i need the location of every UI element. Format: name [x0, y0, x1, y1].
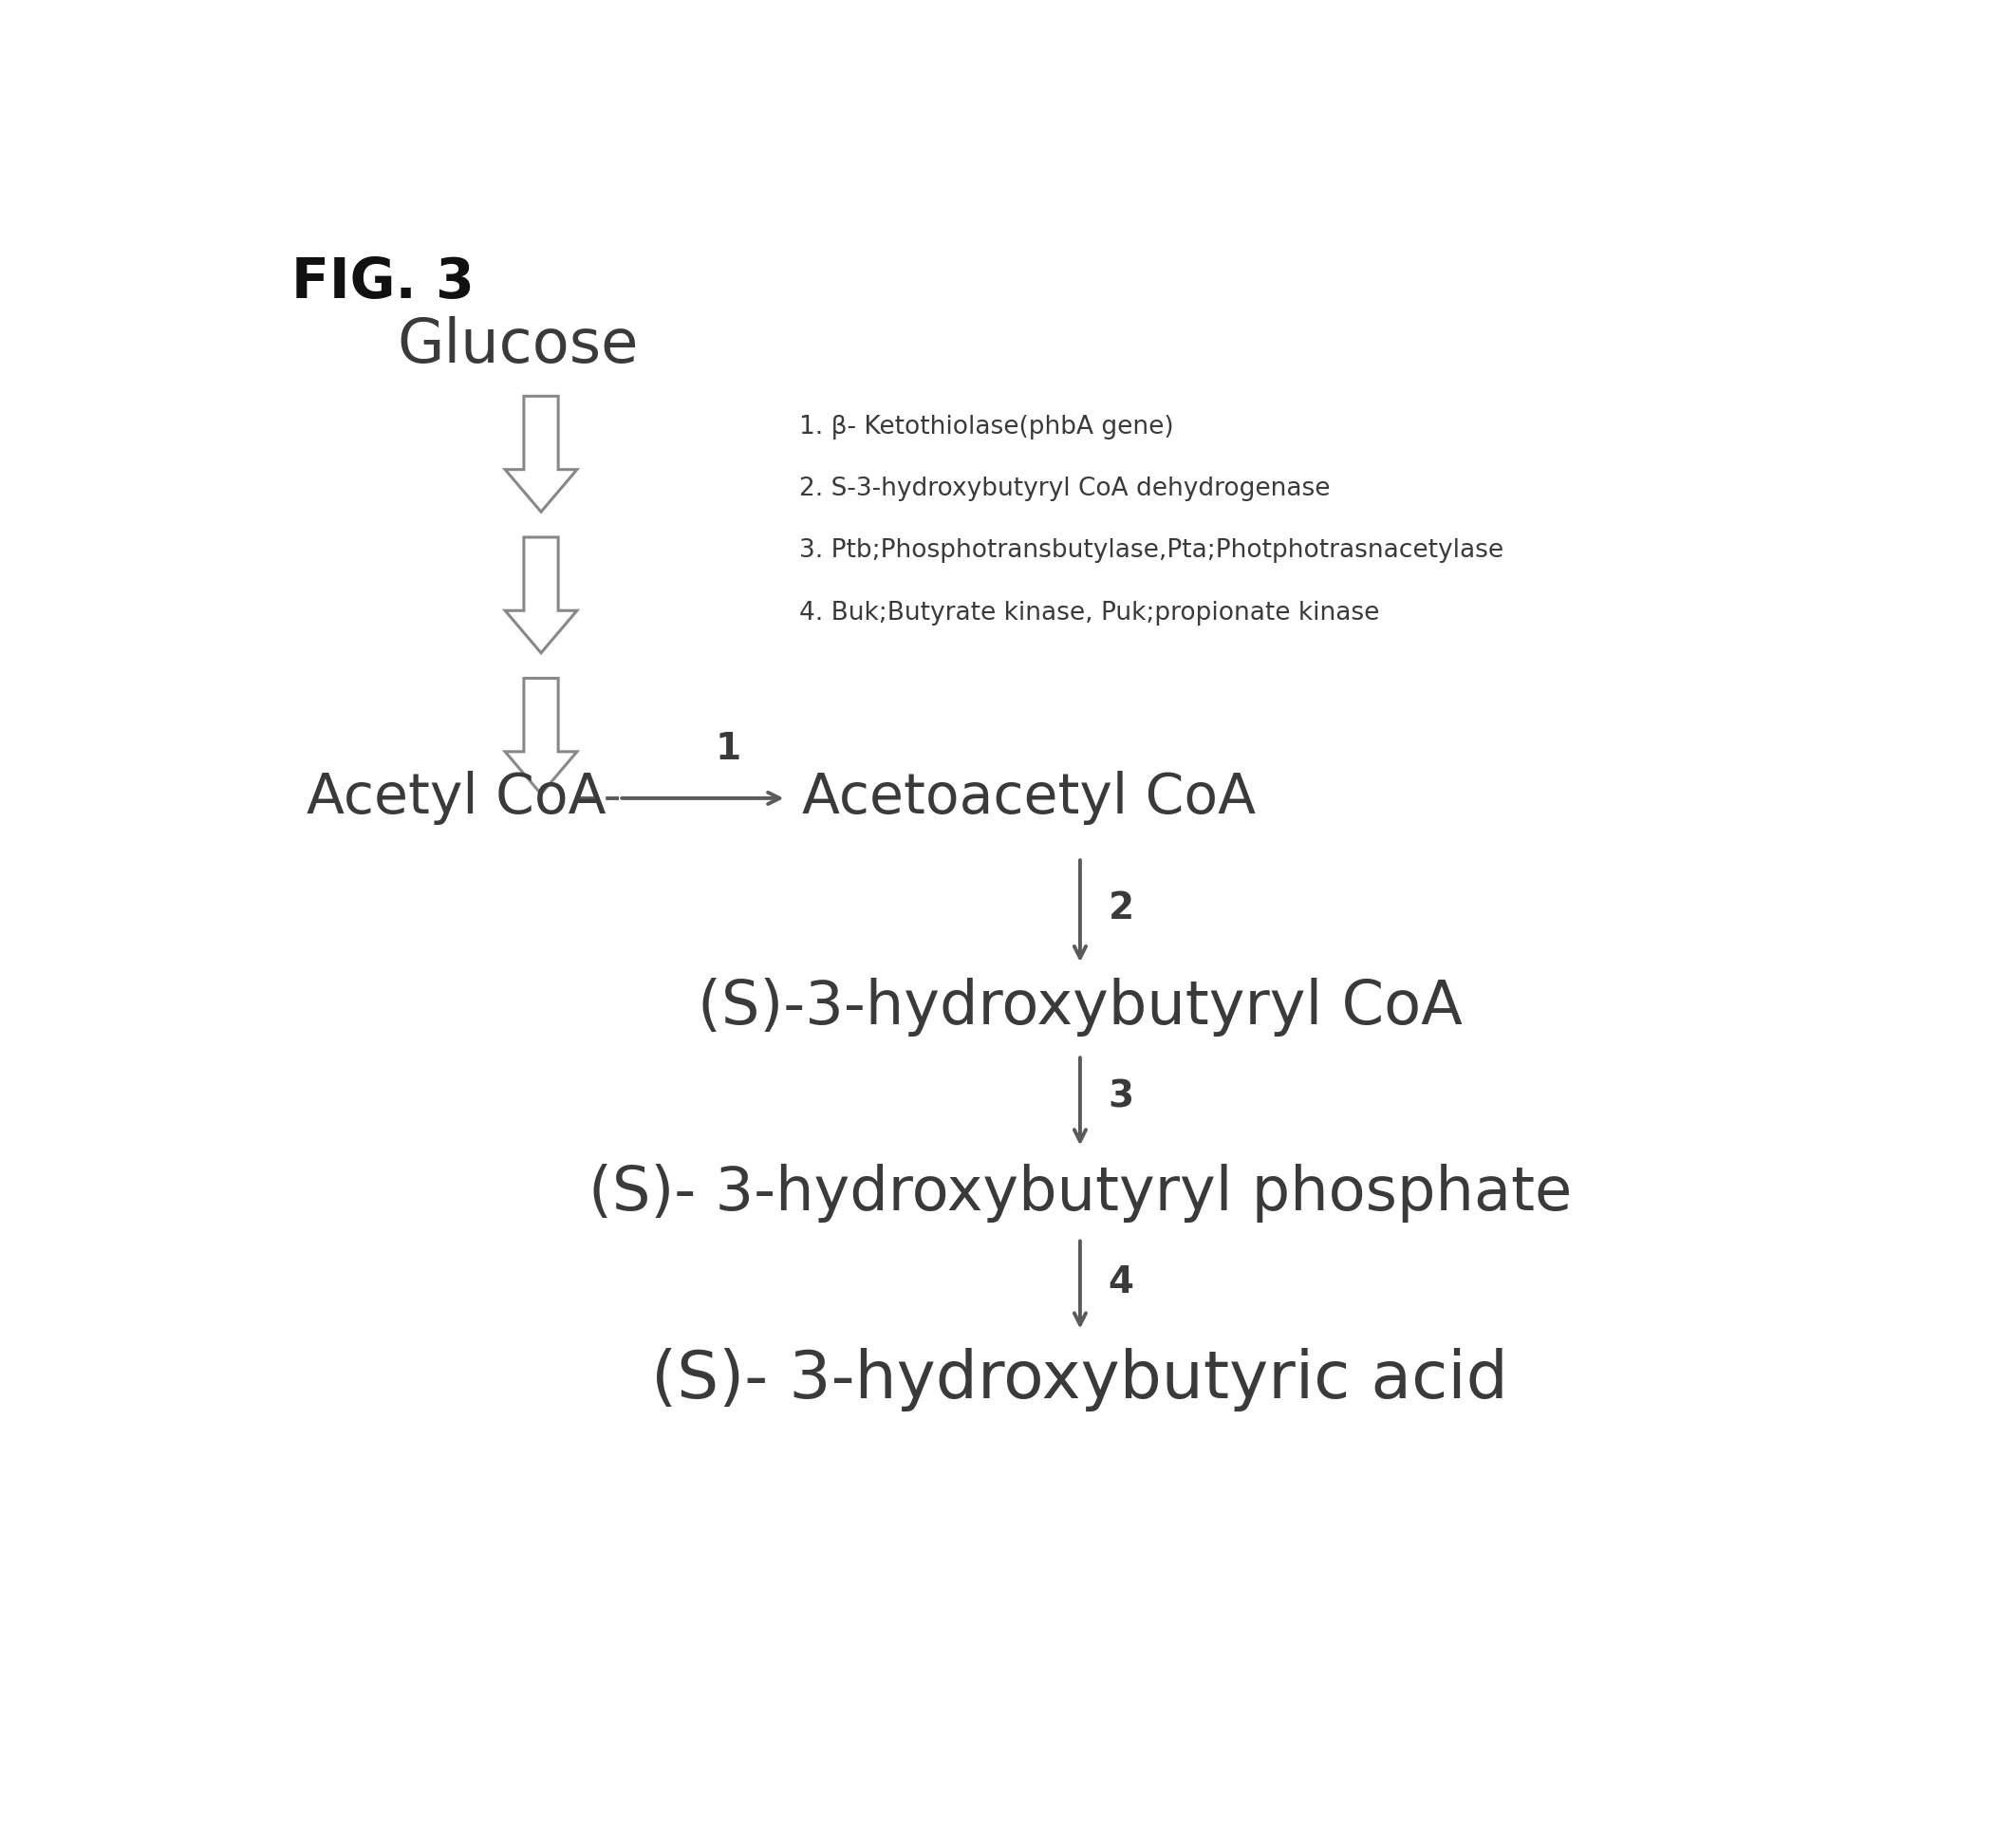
Text: Glucose: Glucose: [397, 315, 639, 374]
Text: Acetoacetyl CoA: Acetoacetyl CoA: [802, 771, 1256, 824]
Text: 4: 4: [1109, 1264, 1133, 1301]
Text: Acetyl CoA: Acetyl CoA: [306, 771, 607, 824]
Text: 3: 3: [1109, 1079, 1133, 1116]
Text: (S)-3-hydroxybutyryl CoA: (S)-3-hydroxybutyryl CoA: [698, 978, 1462, 1037]
Text: 1. β- Ketothiolase(phbA gene): 1. β- Ketothiolase(phbA gene): [798, 414, 1173, 440]
Text: 2: 2: [1109, 890, 1133, 927]
Text: FIG. 3: FIG. 3: [290, 255, 474, 310]
Text: 3. Ptb;Phosphotransbutylase,Pta;Photphotrasnacetylase: 3. Ptb;Phosphotransbutylase,Pta;Photphot…: [798, 539, 1504, 562]
Text: 1: 1: [716, 731, 742, 768]
Text: 2. S-3-hydroxybutyryl CoA dehydrogenase: 2. S-3-hydroxybutyryl CoA dehydrogenase: [798, 476, 1331, 502]
Text: (S)- 3-hydroxybutyric acid: (S)- 3-hydroxybutyric acid: [651, 1348, 1508, 1411]
Text: (S)- 3-hydroxybutyryl phosphate: (S)- 3-hydroxybutyryl phosphate: [589, 1163, 1572, 1222]
Text: 4. Buk;Butyrate kinase, Puk;propionate kinase: 4. Buk;Butyrate kinase, Puk;propionate k…: [798, 601, 1379, 625]
